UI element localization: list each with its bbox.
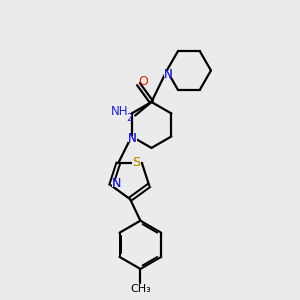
Text: N: N — [112, 177, 121, 190]
Text: N: N — [164, 68, 172, 80]
Text: S: S — [133, 157, 141, 169]
Text: N: N — [128, 132, 137, 145]
Bar — [128, 136, 136, 142]
Text: 2: 2 — [126, 112, 132, 123]
Text: N: N — [164, 68, 172, 80]
Bar — [132, 160, 141, 166]
Text: N: N — [112, 177, 121, 190]
Text: N: N — [128, 132, 137, 145]
Text: O: O — [138, 75, 148, 88]
Bar — [112, 181, 121, 187]
Bar — [164, 71, 172, 77]
Text: CH₃: CH₃ — [130, 284, 151, 294]
Text: NH: NH — [111, 106, 129, 118]
Text: S: S — [133, 157, 141, 169]
